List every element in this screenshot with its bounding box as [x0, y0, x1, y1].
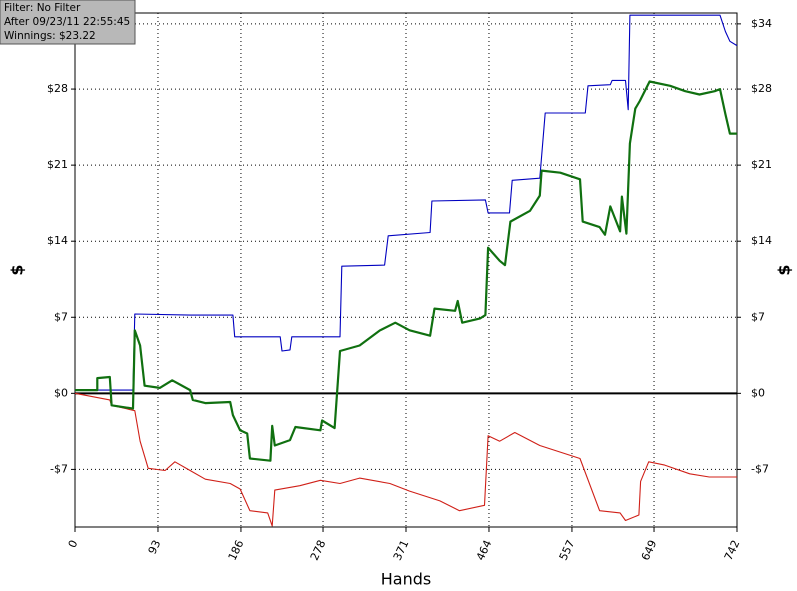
info-line: Filter: No Filter	[4, 2, 81, 14]
y2-tick-label: $7	[751, 310, 765, 323]
y-axis-title: $	[8, 264, 27, 275]
y-tick-label: $21	[47, 158, 68, 171]
y2-tick-label: $14	[751, 234, 772, 247]
y2-tick-label: $0	[751, 386, 765, 399]
x-tick-label: 742	[722, 538, 743, 563]
x-tick-label: 371	[391, 538, 412, 563]
x-tick-label: 278	[308, 538, 329, 563]
y-tick-label: $14	[47, 234, 68, 247]
y2-tick-label: $34	[751, 17, 772, 30]
y-tick-label: $28	[47, 82, 68, 95]
series-line	[75, 80, 737, 462]
y2-axis-title: $	[775, 264, 794, 275]
x-tick-label: 649	[639, 538, 660, 563]
y2-tick-label: -$7	[751, 462, 769, 475]
series-line	[74, 392, 737, 527]
x-tick-label: 93	[146, 538, 164, 556]
y-tick-label: $0	[54, 386, 68, 399]
series-line	[75, 14, 738, 391]
x-tick-label: 0	[66, 538, 81, 550]
info-box-bg	[0, 0, 136, 45]
info-box: Filter: No Filter After 09/23/11 22:55:45…	[0, 0, 136, 45]
y2-tick-label: $21	[751, 158, 772, 171]
y2-tick-label: $28	[751, 82, 772, 95]
x-axis-title: Hands	[381, 570, 431, 589]
info-line: Winnings: $23.22	[4, 30, 96, 42]
y-tick-label: -$7	[50, 462, 68, 475]
x-tick-label: 464	[474, 538, 495, 563]
x-tick-label: 557	[557, 538, 578, 563]
info-line: After 09/23/11 22:55:45	[4, 16, 130, 28]
x-tick-label: 186	[226, 538, 247, 563]
y-tick-label: $7	[54, 310, 68, 323]
